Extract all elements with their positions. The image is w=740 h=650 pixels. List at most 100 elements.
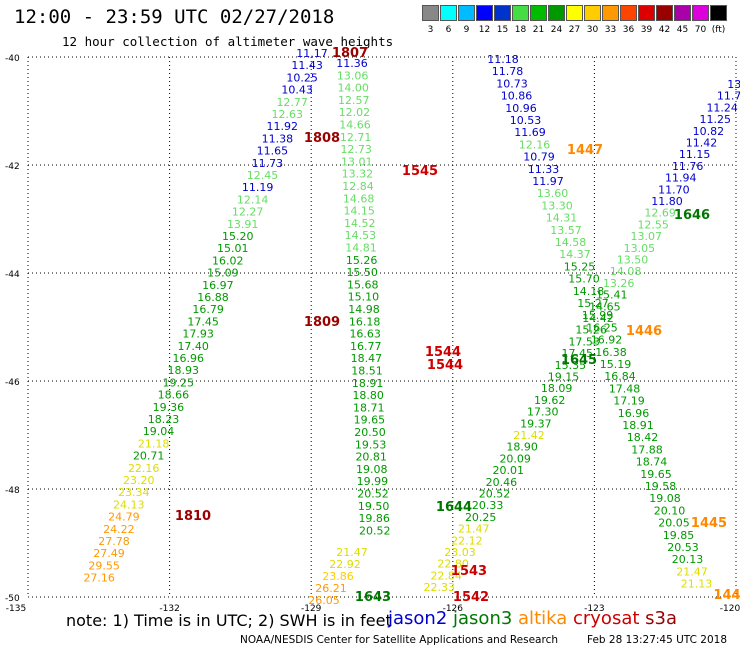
wave-height-value: 13.60 [537,187,569,200]
wave-height-value: 14.18 [573,285,605,298]
wave-height-value: 15.25 [564,260,596,273]
wave-height-value: 15.09 [207,267,239,280]
wave-height-value: 15.35 [555,359,587,372]
wave-height-value: 17.19 [613,395,645,408]
scale-swatch [440,5,457,21]
pass-label: 1646 [674,208,710,223]
wave-height-value: 16.38 [595,346,627,359]
wave-height-value: 13.32 [342,168,374,181]
wave-height-value: 13.01 [341,155,373,168]
map-subtitle: 12 hour collection of altimeter wave hei… [62,34,394,49]
scale-label: 24 [550,25,563,35]
wave-height-value: 12.73 [340,143,372,156]
wave-height-value: 11.18 [487,53,519,66]
wave-height-value: 19.65 [354,414,386,427]
wave-height-value: 16.77 [350,340,382,353]
wave-height-value: 11.7 [717,90,740,103]
wave-height-value: 12.57 [338,94,370,107]
lat-label: -42 [5,162,20,172]
wave-height-value: 18.80 [352,389,384,402]
wave-height-value: 24.22 [103,523,135,536]
scale-label: 45 [676,25,689,35]
wave-height-value: 18.71 [353,401,385,414]
wave-height-value: 18.09 [541,382,573,395]
lat-label: -40 [5,54,20,64]
wave-height-value: 21.47 [458,523,490,536]
wave-height-value: 13.05 [624,242,656,255]
footer-credit: NOAA/NESDIS Center for Satellite Applica… [240,634,558,646]
wave-height-value: 18.42 [627,431,659,444]
lat-label: -48 [5,486,20,496]
scale-swatch [710,5,727,21]
wave-height-value: 11.42 [686,137,718,150]
wave-height-value: 21.42 [513,429,545,442]
wave-height-value: 16.84 [604,370,636,383]
wave-height-value: 19.04 [143,425,175,438]
wave-height-value: 14.98 [348,303,380,316]
wave-height-value: 10.79 [523,151,555,164]
wave-height-value: 24.13 [113,498,145,511]
wave-height-value: 17.30 [527,406,559,419]
wave-height-value: 18.66 [158,389,190,402]
wave-height-value: 16.63 [349,328,381,341]
wave-height-value: 11.76 [672,160,704,173]
wave-height-value: 21.47 [336,546,368,559]
wave-height-value: 19.50 [358,500,390,513]
wave-height-value: 13. [727,78,740,91]
wave-height-value: 19.08 [356,463,388,476]
pass-label: 1543 [451,564,487,579]
wave-height-value: 11.19 [242,181,274,194]
footer-timestamp: Feb 28 13:27:45 UTC 2018 [587,634,727,646]
wave-height-value: 12.77 [276,96,308,109]
scale-label: 15 [496,25,509,35]
wave-height-value: 26.21 [315,582,347,595]
wave-height-value: 14.68 [343,192,375,205]
wave-height-value: 20.09 [499,452,531,465]
scale-label: (ft) [711,25,726,35]
wave-height-value: 20.46 [486,476,518,489]
lon-label: -132 [159,604,179,614]
wave-height-value: 27.16 [83,572,115,585]
wave-height-value: 16.25 [586,321,618,334]
wave-height-value: 19.15 [548,371,580,384]
wave-height-value: 13.30 [541,199,573,212]
wave-height-value: 11.92 [267,120,299,133]
wave-height-value: 20.10 [654,504,686,517]
scale-swatch [656,5,673,21]
wave-height-value: 14.37 [559,248,591,261]
scale-label: 33 [604,25,617,35]
wave-height-value: 15.27 [577,297,609,310]
wave-height-value: 11.33 [528,163,560,176]
wave-height-value: 20.53 [667,541,699,554]
pass-label: 1808 [304,131,340,146]
wave-height-value: 20.01 [493,464,525,477]
pass-label: 1810 [175,509,211,524]
scale-label: 12 [478,25,491,35]
wave-height-value: 20.25 [465,511,497,524]
wave-height-value: 14.00 [337,82,369,95]
wave-height-value: 18.91 [352,377,384,390]
lon-label: -123 [584,604,604,614]
wave-height-value: 20.50 [354,426,386,439]
wave-height-value: 19.08 [649,492,681,505]
lon-label: -129 [301,604,322,614]
satellite-name: cryosat [572,608,646,629]
wave-height-value: 18.91 [622,419,654,432]
wave-height-value: 11.43 [291,59,323,72]
wave-height-value: 23.20 [123,474,155,487]
wave-height-value: 19.62 [534,394,566,407]
wave-height-value: 14.53 [345,229,377,242]
wave-height-value: 15.26 [575,324,607,337]
wave-height-value: 10.53 [510,114,542,127]
pass-label: 1544 [427,358,463,373]
wave-height-value: 12.16 [519,138,551,151]
scale-swatch [548,5,565,21]
wave-height-value: 19.58 [645,480,677,493]
wave-height-value: 11.15 [679,148,711,161]
scale-swatch [584,5,601,21]
wave-height-value: 14.66 [339,119,371,132]
wave-height-value: 10.82 [693,125,725,138]
wave-height-value: 14.58 [555,236,587,249]
pass-label: 1645 [561,353,597,368]
wave-height-value: 20.52 [479,488,511,501]
